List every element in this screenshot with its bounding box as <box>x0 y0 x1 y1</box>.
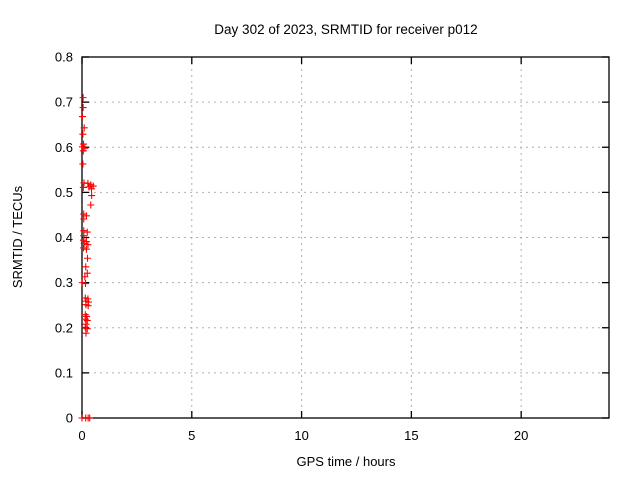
x-tick-label: 0 <box>78 428 85 443</box>
data-point-marker <box>84 302 92 310</box>
data-point-marker <box>79 130 87 138</box>
data-point-marker <box>79 147 87 155</box>
y-tick-label: 0.5 <box>55 185 73 200</box>
y-tick-label: 0.7 <box>55 95 73 110</box>
y-tick-label: 0.4 <box>55 230 73 245</box>
data-point-marker <box>84 241 92 249</box>
data-point-marker <box>83 317 91 325</box>
y-tick-label: 0.6 <box>55 140 73 155</box>
data-point-marker <box>81 273 89 281</box>
data-point-marker <box>79 104 87 112</box>
data-point-marker <box>78 113 86 121</box>
tick-labels: 0 5 10 15 20 0 0.1 0.2 0.3 0.4 0.5 0.6 0.7 0.8 <box>55 50 528 444</box>
data-point-marker <box>78 279 86 287</box>
data-point-marker <box>82 320 90 328</box>
data-point-marker <box>88 192 96 200</box>
data-point-marker <box>82 245 90 253</box>
y-tick-label: 0.3 <box>55 275 73 290</box>
data-point-marker <box>80 124 88 132</box>
data-point-marker <box>79 160 87 168</box>
y-tick-label: 0 <box>66 411 73 426</box>
data-point-marker <box>83 325 91 333</box>
data-point-marker <box>87 185 95 193</box>
data-point-marker <box>86 414 94 422</box>
gridlines <box>82 57 609 418</box>
data-point-marker <box>83 269 91 277</box>
data-point-marker <box>79 94 87 102</box>
x-axis-label: GPS time / hours <box>297 454 396 469</box>
x-tick-label: 5 <box>188 428 195 443</box>
axis-ticks <box>81 56 609 419</box>
data-point-marker <box>83 254 91 262</box>
data-point-marker <box>80 215 88 223</box>
data-point-marker <box>87 201 95 209</box>
data-point-marker <box>82 263 90 271</box>
y-axis-label: SRMTID / TECUs <box>10 185 25 288</box>
y-tick-label: 0.2 <box>55 320 73 335</box>
x-tick-label: 10 <box>294 428 308 443</box>
data-point-marker <box>79 183 87 191</box>
data-point-marker <box>82 280 90 288</box>
data-point-marker <box>83 228 91 236</box>
chart-title: Day 302 of 2023, SRMTID for receiver p01… <box>214 22 477 37</box>
y-tick-label: 0.1 <box>55 365 73 380</box>
y-tick-label: 0.8 <box>55 50 73 65</box>
data-point-marker <box>80 239 88 247</box>
data-point-marker <box>82 329 90 337</box>
x-tick-label: 20 <box>514 428 528 443</box>
x-tick-label: 15 <box>404 428 418 443</box>
data-points <box>78 94 97 422</box>
